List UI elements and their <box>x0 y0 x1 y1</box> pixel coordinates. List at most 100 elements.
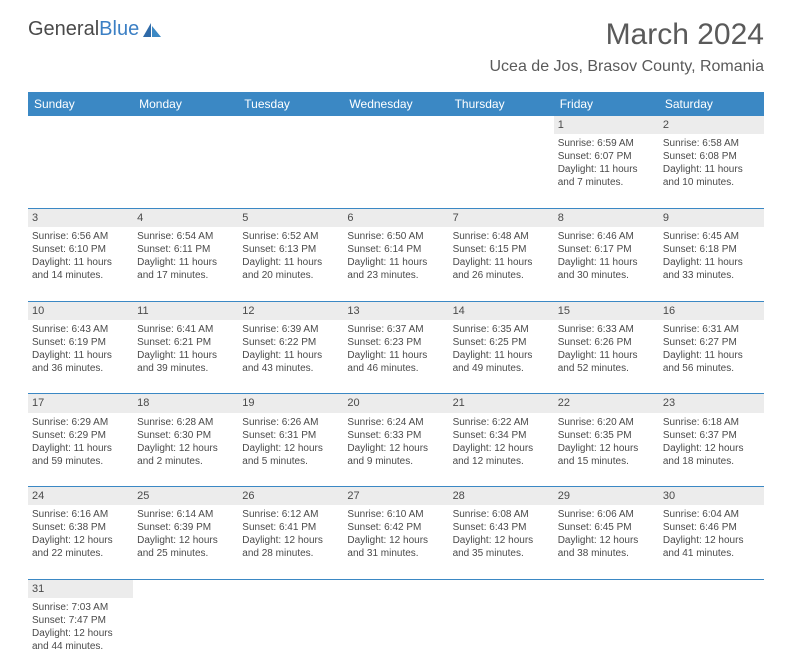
week-row: Sunrise: 6:29 AMSunset: 6:29 PM Daylight:… <box>28 413 764 487</box>
daynum-row: 3456789 <box>28 208 764 227</box>
sunset-text: Sunset: 6:46 PM <box>663 521 760 534</box>
day-cell <box>449 134 554 208</box>
day-cell <box>238 598 343 672</box>
day-cell: Sunrise: 6:33 AMSunset: 6:26 PMDaylight:… <box>554 320 659 394</box>
daylight-text: Daylight: 12 hours and 9 minutes. <box>347 442 444 468</box>
day-number: 9 <box>663 212 669 224</box>
sunset-text: Sunset: 6:31 PM <box>242 429 339 442</box>
daylight-text: Daylight: 12 hours and 44 minutes. <box>32 627 129 653</box>
weekday-header: Monday <box>133 92 238 116</box>
day-number-cell: 7 <box>449 208 554 227</box>
day-cell: Sunrise: 6:39 AMSunset: 6:22 PMDaylight:… <box>238 320 343 394</box>
weekday-header-row: SundayMondayTuesdayWednesdayThursdayFrid… <box>28 92 764 116</box>
day-cell <box>449 598 554 672</box>
day-number-cell: 15 <box>554 301 659 320</box>
daylight-text: Daylight: 11 hours and 17 minutes. <box>137 256 234 282</box>
day-cell: Sunrise: 6:08 AMSunset: 6:43 PMDaylight:… <box>449 505 554 579</box>
weekday-header: Wednesday <box>343 92 448 116</box>
sunrise-text: Sunrise: 6:06 AM <box>558 508 655 521</box>
logo-text-blue: Blue <box>99 18 139 41</box>
sunset-text: Sunset: 6:27 PM <box>663 336 760 349</box>
day-number: 10 <box>32 305 44 317</box>
day-number-cell: 9 <box>659 208 764 227</box>
daylight-text: Daylight: 12 hours and 41 minutes. <box>663 534 760 560</box>
sunrise-text: Sunrise: 7:03 AM <box>32 601 129 614</box>
day-number-cell: 31 <box>28 579 133 598</box>
sunrise-text: Sunrise: 6:04 AM <box>663 508 760 521</box>
sunset-text: Sunset: 6:10 PM <box>32 243 129 256</box>
sunset-text: Sunset: 6:29 PM <box>32 429 129 442</box>
sunset-text: Sunset: 6:18 PM <box>663 243 760 256</box>
day-number: 5 <box>242 212 248 224</box>
day-number-cell: 2 <box>659 116 764 134</box>
day-number: 7 <box>453 212 459 224</box>
daylight-text: Daylight: 12 hours and 22 minutes. <box>32 534 129 560</box>
sunrise-text: Sunrise: 6:37 AM <box>347 323 444 336</box>
day-cell: Sunrise: 6:50 AMSunset: 6:14 PMDaylight:… <box>343 227 448 301</box>
sunrise-text: Sunrise: 6:10 AM <box>347 508 444 521</box>
sunset-text: Sunset: 6:34 PM <box>453 429 550 442</box>
sunset-text: Sunset: 6:41 PM <box>242 521 339 534</box>
daylight-text: Daylight: 11 hours and 49 minutes. <box>453 349 550 375</box>
day-number-cell: 11 <box>133 301 238 320</box>
daylight-text: Daylight: 11 hours and 36 minutes. <box>32 349 129 375</box>
day-number: 8 <box>558 212 564 224</box>
sunset-text: Sunset: 6:30 PM <box>137 429 234 442</box>
daylight-text: Daylight: 11 hours and 14 minutes. <box>32 256 129 282</box>
day-number: 20 <box>347 397 359 409</box>
daylight-text: Daylight: 12 hours and 15 minutes. <box>558 442 655 468</box>
day-cell: Sunrise: 6:31 AMSunset: 6:27 PMDaylight:… <box>659 320 764 394</box>
day-number-cell: 20 <box>343 394 448 413</box>
day-number-cell: 19 <box>238 394 343 413</box>
day-number: 21 <box>453 397 465 409</box>
day-cell: Sunrise: 6:28 AMSunset: 6:30 PMDaylight:… <box>133 413 238 487</box>
sunset-text: Sunset: 6:39 PM <box>137 521 234 534</box>
day-number-cell: 12 <box>238 301 343 320</box>
sunrise-text: Sunrise: 6:08 AM <box>453 508 550 521</box>
logo: GeneralBlue <box>28 18 163 41</box>
day-cell: Sunrise: 6:43 AMSunset: 6:19 PMDaylight:… <box>28 320 133 394</box>
sunrise-text: Sunrise: 6:18 AM <box>663 416 760 429</box>
day-number-cell: 14 <box>449 301 554 320</box>
sunset-text: Sunset: 6:13 PM <box>242 243 339 256</box>
day-cell <box>133 598 238 672</box>
sunrise-text: Sunrise: 6:26 AM <box>242 416 339 429</box>
daylight-text: Daylight: 11 hours and 46 minutes. <box>347 349 444 375</box>
day-cell <box>343 598 448 672</box>
day-number: 26 <box>242 490 254 502</box>
weekday-header: Friday <box>554 92 659 116</box>
day-number: 25 <box>137 490 149 502</box>
day-number: 18 <box>137 397 149 409</box>
sunrise-text: Sunrise: 6:31 AM <box>663 323 760 336</box>
sunrise-text: Sunrise: 6:28 AM <box>137 416 234 429</box>
day-number: 23 <box>663 397 675 409</box>
weekday-header: Saturday <box>659 92 764 116</box>
day-cell: Sunrise: 6:56 AMSunset: 6:10 PMDaylight:… <box>28 227 133 301</box>
day-cell <box>554 598 659 672</box>
day-number-cell: 21 <box>449 394 554 413</box>
day-number-cell: 16 <box>659 301 764 320</box>
sunset-text: Sunset: 6:08 PM <box>663 150 760 163</box>
sunrise-text: Sunrise: 6:29 AM <box>32 416 129 429</box>
daylight-text: Daylight: 11 hours and 23 minutes. <box>347 256 444 282</box>
day-number-cell: 13 <box>343 301 448 320</box>
day-number: 11 <box>137 305 148 317</box>
daylight-text: Daylight: 12 hours and 25 minutes. <box>137 534 234 560</box>
sunrise-text: Sunrise: 6:14 AM <box>137 508 234 521</box>
weekday-header: Sunday <box>28 92 133 116</box>
daylight-text: Daylight: 11 hours and 20 minutes. <box>242 256 339 282</box>
sunset-text: Sunset: 6:25 PM <box>453 336 550 349</box>
day-number-cell: 4 <box>133 208 238 227</box>
daylight-text: Daylight: 12 hours and 28 minutes. <box>242 534 339 560</box>
sunset-text: Sunset: 6:15 PM <box>453 243 550 256</box>
weekday-header: Thursday <box>449 92 554 116</box>
sunrise-text: Sunrise: 6:54 AM <box>137 230 234 243</box>
week-row: Sunrise: 7:03 AMSunset: 7:47 PMDaylight:… <box>28 598 764 672</box>
sunrise-text: Sunrise: 6:56 AM <box>32 230 129 243</box>
sunset-text: Sunset: 6:14 PM <box>347 243 444 256</box>
daylight-text: Daylight: 11 hours and 43 minutes. <box>242 349 339 375</box>
daynum-row: 10 11 1213141516 <box>28 301 764 320</box>
day-cell <box>659 598 764 672</box>
day-number-cell <box>28 116 133 134</box>
day-cell <box>238 134 343 208</box>
